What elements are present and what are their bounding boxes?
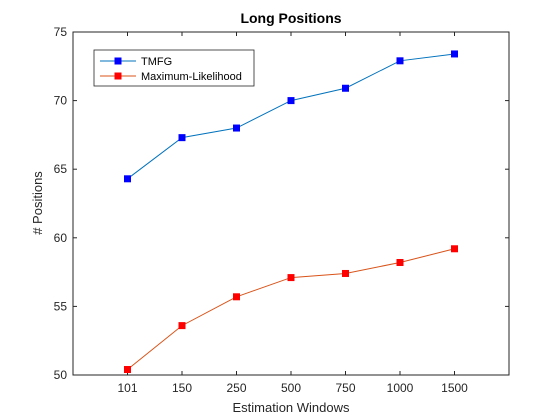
legend-box	[93, 49, 255, 87]
data-point	[287, 97, 295, 105]
plot-area	[72, 31, 510, 376]
series-1	[124, 50, 458, 183]
legend: TMFG Maximum-Likelihood	[93, 49, 255, 87]
data-point	[396, 258, 404, 266]
data-point	[178, 322, 186, 330]
x-axis: 101 150 250 500 750 1000 1500	[117, 32, 468, 395]
y-tick-label: 55	[54, 299, 68, 313]
data-point	[342, 269, 349, 277]
y-tick-label: 75	[54, 25, 68, 39]
legend-item: TMFG	[100, 56, 172, 68]
y-axis: 50 55 60 65 70 75	[54, 25, 509, 382]
chart-title: Long Positions	[240, 10, 341, 26]
y-axis-label: # Positions	[30, 171, 45, 235]
data-point	[124, 175, 131, 183]
data-point	[233, 124, 240, 132]
x-tick-label: 1000	[387, 381, 414, 395]
data-point	[233, 293, 240, 301]
x-tick-label: 500	[281, 381, 301, 395]
data-point	[287, 274, 295, 282]
data-point	[396, 57, 404, 65]
data-point	[451, 245, 458, 253]
series-2	[124, 245, 458, 374]
x-axis-label: Estimation Windows	[232, 400, 350, 415]
y-tick-label: 50	[54, 368, 68, 382]
legend-label: Maximum-Likelihood	[141, 71, 242, 83]
legend-marker	[114, 72, 122, 80]
data-point	[451, 50, 458, 58]
legend-marker	[114, 57, 122, 65]
x-tick-label: 250	[226, 381, 246, 395]
x-tick-label: 1500	[441, 381, 468, 395]
y-tick-label: 70	[54, 94, 68, 108]
x-tick-label: 750	[335, 381, 355, 395]
series-layer	[124, 50, 458, 374]
x-tick-label: 150	[172, 381, 192, 395]
data-point	[124, 366, 131, 374]
x-tick-label: 101	[117, 381, 137, 395]
y-tick-label: 60	[54, 231, 68, 245]
legend-label: TMFG	[141, 56, 172, 68]
data-point	[342, 84, 349, 92]
data-point	[178, 134, 186, 142]
legend-item: Maximum-Likelihood	[100, 71, 242, 83]
y-tick-label: 65	[54, 162, 68, 176]
